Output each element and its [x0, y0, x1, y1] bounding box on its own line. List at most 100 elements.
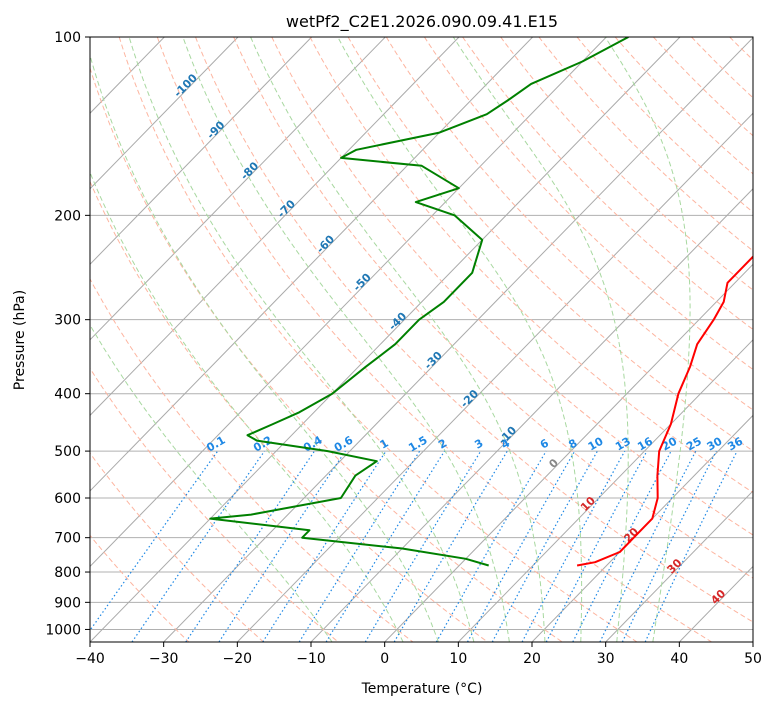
- moist-adiabat-line: [337, 37, 583, 642]
- moist-adiabat-line: [90, 171, 404, 642]
- y-tick-label: 600: [54, 491, 81, 507]
- isotherm-line: [90, 37, 534, 492]
- mixing-ratio-line: [393, 450, 508, 642]
- profile-lines: [209, 37, 753, 567]
- x-axis-label: Temperature (°C): [361, 681, 483, 697]
- dry-adiabat-line: [576, 37, 753, 213]
- isotherm-label: -30: [422, 349, 445, 372]
- dry-adiabat-line: [156, 37, 712, 642]
- mixing-ratio-line: [572, 450, 672, 642]
- y-tick-label: 100: [54, 30, 81, 46]
- background-lines: [90, 37, 753, 642]
- moist-adiabat-line: [182, 37, 510, 642]
- isotherm-label: -70: [275, 197, 298, 220]
- x-tick-label: −10: [296, 651, 326, 667]
- mixing-ratio-label: 3: [472, 437, 485, 452]
- mixing-ratio-line: [298, 450, 421, 642]
- dry-adiabat-line: [90, 367, 339, 642]
- isotherm-line: [90, 37, 607, 568]
- mixing-ratio-line: [218, 450, 346, 642]
- y-tick-label: 500: [54, 444, 81, 460]
- y-tick-label: 900: [54, 595, 81, 611]
- isotherm-label: 40: [708, 587, 728, 607]
- isotherm-line: [90, 37, 239, 190]
- y-tick-label: 700: [54, 531, 81, 547]
- mixing-ratio-line: [131, 450, 265, 642]
- dry-adiabat-line: [118, 37, 638, 642]
- dry-adiabat-line: [309, 37, 753, 494]
- isotherm-line: [310, 188, 753, 642]
- dry-adiabat-line: [614, 37, 753, 175]
- x-tick-label: 0: [380, 651, 389, 667]
- y-tick-label: 1000: [45, 622, 81, 638]
- x-tick-label: −20: [223, 651, 253, 667]
- moist-adiabat-line: [604, 37, 691, 642]
- dry-adiabat-line: [347, 37, 753, 452]
- x-tick-label: 30: [597, 651, 615, 667]
- dewpoint-profile-line: [209, 37, 629, 567]
- mixing-ratio-line: [90, 450, 219, 632]
- x-tick-label: 40: [670, 651, 688, 667]
- moist-adiabat-line: [250, 37, 546, 642]
- mixing-ratio-line: [185, 450, 315, 642]
- isotherm-line: [384, 263, 753, 642]
- dry-adiabat-line: [233, 37, 753, 579]
- mixing-ratio-line: [644, 450, 738, 642]
- isotherm-label: 20: [621, 525, 641, 545]
- isotherm-line: [163, 37, 753, 642]
- mixing-ratio-line: [364, 450, 482, 642]
- moist-adiabat-line: [90, 323, 333, 642]
- mixing-ratio-line: [435, 450, 547, 642]
- y-axis-label: Pressure (hPa): [12, 290, 28, 390]
- y-axis-ticks: 100 200 300 400 500 600 700 800 900 1000: [45, 30, 90, 638]
- dry-adiabat-line: [538, 37, 753, 252]
- isotherm-label: 30: [665, 556, 685, 576]
- y-tick-label: 800: [54, 565, 81, 581]
- isotherm-label: -100: [171, 71, 200, 100]
- x-tick-label: 20: [523, 651, 541, 667]
- isotherm-line: [90, 37, 386, 341]
- mixing-ratio-line: [325, 450, 446, 642]
- isotherm-label: -60: [314, 232, 337, 255]
- dry-adiabat-line: [385, 37, 753, 411]
- moist-adiabat-line: [90, 53, 439, 642]
- isotherm-label: -10: [496, 424, 519, 447]
- dry-adiabat-line: [90, 534, 190, 642]
- mixing-ratio-label: 2: [436, 437, 449, 452]
- x-axis-ticks: −40 −30 −20 −10 0 10 20 30 40 50: [75, 642, 762, 667]
- dry-adiabat-line: [423, 37, 753, 371]
- dry-adiabat-line: [462, 37, 753, 331]
- mixing-ratio-line: [545, 450, 648, 642]
- y-tick-label: 200: [54, 208, 81, 224]
- mixing-ratio-line: [491, 450, 598, 642]
- dry-adiabat-line: [653, 37, 753, 137]
- mixing-ratio-line: [521, 450, 626, 642]
- mixing-ratio-line: [262, 450, 387, 642]
- mixing-ratio-line: [621, 450, 717, 642]
- dry-adiabat-line: [500, 37, 753, 291]
- temperature-profile-line: [576, 255, 753, 567]
- isotherm-label: -40: [386, 310, 409, 333]
- isotherm-label: 10: [578, 494, 598, 514]
- isotherm-label: -50: [351, 270, 374, 293]
- y-tick-label: 400: [54, 387, 81, 403]
- mixing-ratio-line: [466, 450, 576, 642]
- dry-adiabat-line: [271, 37, 753, 536]
- x-tick-label: 10: [449, 651, 467, 667]
- moist-adiabat-line: [452, 37, 629, 642]
- isotherm-line: [605, 490, 753, 642]
- isotherm-line: [457, 339, 753, 642]
- isotherm-line: [752, 641, 753, 642]
- x-tick-label: −30: [149, 651, 179, 667]
- isotherm-line: [90, 37, 681, 642]
- isotherm-line: [90, 37, 313, 266]
- dry-adiabat-line: [691, 37, 753, 99]
- plot-frame: [89, 36, 754, 643]
- x-tick-label: 50: [744, 651, 762, 667]
- dry-adiabat-line: [729, 37, 753, 61]
- dry-adiabat-line: [90, 66, 563, 642]
- chart-title: wetPf2_C2E1.2026.090.09.41.E15: [286, 12, 558, 32]
- mixing-ratio-line: [599, 450, 697, 642]
- isotherm-line: [90, 37, 460, 417]
